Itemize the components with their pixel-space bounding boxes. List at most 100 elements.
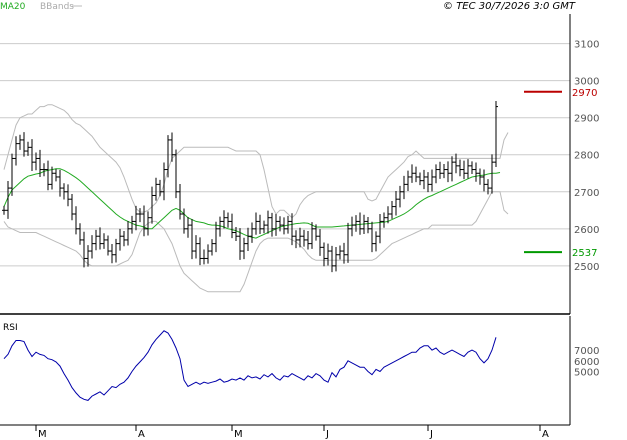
rsi-y-tick-50: 5000 bbox=[574, 368, 599, 379]
ohlc-bar bbox=[106, 235, 110, 256]
ohlc-bar bbox=[14, 136, 18, 166]
ohlc-bar bbox=[158, 179, 162, 197]
ohlc-bar bbox=[334, 246, 338, 272]
ohlc-bar bbox=[102, 233, 106, 249]
ohlc-bar bbox=[62, 183, 66, 200]
ohlc-bar bbox=[226, 212, 230, 228]
ohlc-bar bbox=[150, 186, 154, 224]
ohlc-bar bbox=[82, 231, 86, 268]
ohlc-bar bbox=[394, 191, 398, 216]
ohlc-bar bbox=[162, 162, 166, 201]
ma-legend-label: MA20 bbox=[0, 2, 26, 12]
rsi-y-tick-70: 7000 bbox=[574, 346, 599, 357]
ohlc-bar bbox=[54, 168, 58, 182]
ohlc-bar bbox=[130, 215, 134, 234]
ohlc-bar bbox=[270, 212, 274, 237]
ohlc-bar bbox=[86, 245, 90, 267]
ohlc-bar bbox=[314, 224, 318, 241]
ohlc-bar bbox=[458, 159, 462, 177]
x-tick-label: M bbox=[38, 429, 47, 440]
ohlc-bar bbox=[306, 231, 310, 250]
ohlc-bar bbox=[26, 141, 30, 156]
x-tick-label: A bbox=[542, 429, 549, 440]
ohlc-bar bbox=[322, 242, 326, 267]
ohlc-bar bbox=[442, 164, 446, 179]
ohlc-bar bbox=[166, 135, 170, 178]
ohlc-bar bbox=[58, 169, 62, 197]
ohlc-bar bbox=[478, 168, 482, 185]
upper-band-line bbox=[3, 104, 509, 219]
ohlc-bar bbox=[10, 153, 14, 196]
ohlc-bar bbox=[326, 243, 330, 266]
ohlc-bar bbox=[362, 214, 366, 234]
ohlc-bar bbox=[234, 226, 238, 242]
ohlc-bar bbox=[486, 179, 490, 195]
ohlc-bar bbox=[354, 215, 358, 232]
rsi-line bbox=[3, 330, 497, 401]
ohlc-bar bbox=[78, 223, 82, 245]
ohlc-bar bbox=[110, 244, 114, 264]
ohlc-bar bbox=[178, 184, 182, 220]
ohlc-bar bbox=[430, 169, 434, 192]
ohlc-bar bbox=[494, 101, 498, 167]
ohlc-bar bbox=[462, 160, 466, 180]
ohlc-bar bbox=[318, 229, 322, 256]
ohlc-bar bbox=[350, 216, 354, 237]
ohlc-bar bbox=[482, 169, 486, 192]
ohlc-bar bbox=[214, 221, 218, 253]
ohlc-bar bbox=[198, 237, 202, 266]
ohlc-bar bbox=[382, 212, 386, 228]
ohlc-bar bbox=[474, 162, 478, 182]
ohlc-bar bbox=[194, 235, 198, 259]
ohlc-bar bbox=[42, 163, 46, 177]
x-tick-label: M bbox=[234, 429, 243, 440]
ohlc-bar bbox=[266, 210, 270, 234]
support-level-label: 2537 bbox=[572, 248, 597, 259]
ohlc-bar bbox=[186, 216, 190, 238]
ohlc-bar bbox=[50, 166, 54, 190]
ohlc-bar bbox=[310, 222, 314, 249]
ohlc-bar bbox=[490, 154, 494, 194]
y-tick-2800: 2800 bbox=[574, 151, 599, 162]
ohlc-bar bbox=[230, 213, 234, 239]
ohlc-bar bbox=[358, 212, 362, 235]
copyright-notice: © TEC 30/7/2026 3:0 GMT bbox=[443, 1, 576, 12]
ohlc-bar bbox=[118, 228, 122, 251]
ohlc-bar bbox=[174, 149, 178, 199]
ohlc-bar bbox=[210, 239, 214, 256]
y-tick-2700: 2700 bbox=[574, 188, 599, 199]
ohlc-bar bbox=[74, 206, 78, 235]
y-tick-2900: 2900 bbox=[574, 114, 599, 125]
ohlc-bar bbox=[70, 194, 74, 221]
ohlc-bar bbox=[330, 245, 334, 273]
ohlc-bar bbox=[378, 214, 382, 244]
price-y-tick-labels: 2500 2600 2700 2800 2900 3000 3100 bbox=[574, 40, 599, 273]
ohlc-bar bbox=[142, 205, 146, 237]
ohlc-bar bbox=[34, 152, 38, 171]
price-panel bbox=[0, 14, 570, 314]
ohlc-bar bbox=[390, 201, 394, 219]
ohlc-bar bbox=[94, 229, 98, 251]
ohlc-bar bbox=[434, 164, 438, 184]
ohlc-bar bbox=[366, 216, 370, 234]
ohlc-bar bbox=[470, 161, 474, 174]
ohlc-bar bbox=[250, 222, 254, 243]
ohlc-bar bbox=[2, 205, 6, 215]
ohlc-bar bbox=[282, 217, 286, 235]
ohlc-bar bbox=[30, 139, 34, 172]
ohlc-bar bbox=[274, 214, 278, 236]
ohlc-bar bbox=[446, 161, 450, 183]
ohlc-bar bbox=[154, 177, 158, 201]
rsi-y-tick-60: 6000 bbox=[574, 357, 599, 368]
y-tick-2500: 2500 bbox=[574, 262, 599, 273]
ohlc-bar bbox=[414, 166, 418, 183]
ohlc-bar bbox=[122, 231, 126, 247]
ohlc-bar bbox=[422, 169, 426, 190]
y-tick-2600: 2600 bbox=[574, 225, 599, 236]
ohlc-bar bbox=[66, 184, 70, 207]
ohlc-bar bbox=[146, 211, 150, 236]
ohlc-bar bbox=[6, 181, 10, 219]
ohlc-bar bbox=[258, 214, 262, 234]
